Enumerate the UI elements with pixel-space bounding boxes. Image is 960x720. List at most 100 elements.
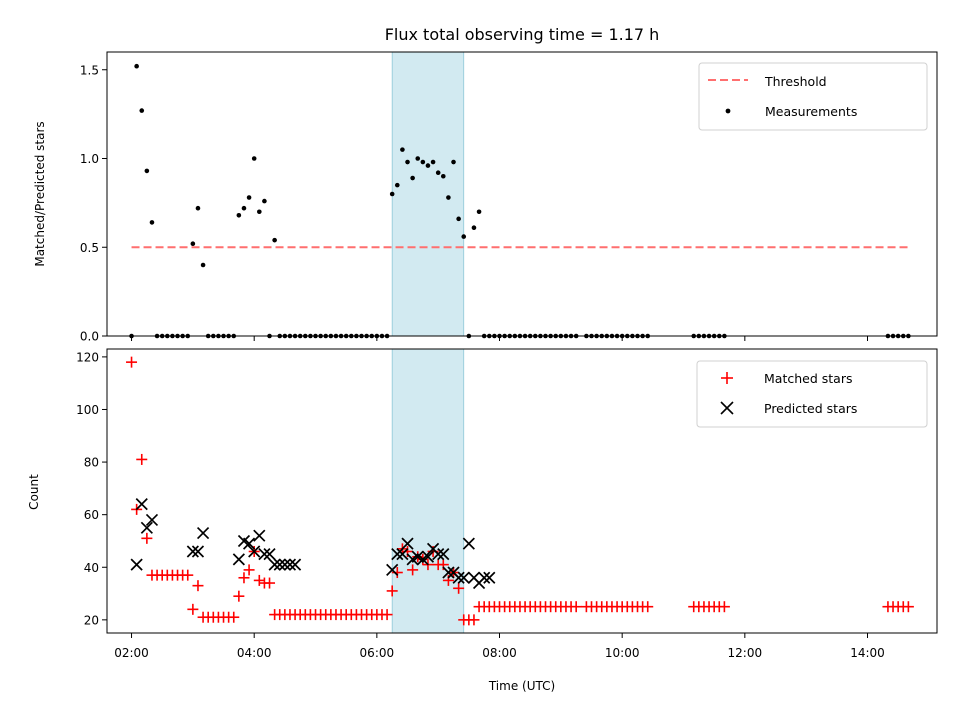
chart-title: Flux total observing time = 1.17 h	[385, 25, 660, 44]
bottom-y-tick-label: 120	[76, 350, 99, 364]
measurement-point	[236, 213, 242, 218]
measurement-point	[405, 159, 410, 165]
matched-star-point	[902, 601, 914, 613]
bottom-x-tick-label: 02:00	[114, 646, 149, 660]
top-y-tick-label: 1.0	[80, 152, 99, 166]
predicted-star-point	[273, 558, 286, 571]
bottom-plot-frame	[106, 348, 938, 634]
matched-star-point	[141, 532, 153, 544]
predicted-star-point	[263, 548, 276, 561]
bottom-highlight-span	[391, 348, 465, 634]
matched-star-point	[126, 356, 138, 368]
measurement-point	[435, 170, 441, 175]
bottom-x-tick-label: 12:00	[728, 646, 763, 660]
measurement-point	[195, 205, 201, 211]
predicted-star-point	[135, 498, 148, 511]
bottom-x-tick-label: 06:00	[360, 646, 395, 660]
legend-measurements-label: Measurements	[765, 104, 857, 119]
legend-predicted-swatch	[720, 401, 734, 415]
bottom-x-tick-label: 14:00	[850, 646, 885, 660]
bottom-y-tick-label: 40	[84, 561, 99, 575]
measurement-point	[190, 241, 196, 246]
matched-star-point	[468, 614, 480, 626]
matched-star-point	[453, 582, 465, 594]
measurement-point	[389, 191, 395, 197]
predicted-star-point	[232, 553, 245, 566]
predicted-star-point	[483, 571, 496, 584]
measurement-point	[461, 234, 467, 239]
predicted-star-point	[278, 558, 291, 571]
measurement-point	[415, 156, 421, 161]
measurement-point	[200, 262, 206, 268]
bottom-y-tick-label: 20	[84, 613, 99, 627]
predicted-star-point	[457, 571, 470, 584]
measurement-point	[134, 63, 139, 69]
predicted-star-point	[242, 537, 256, 550]
matched-star-point	[718, 601, 730, 613]
predicted-star-point	[401, 537, 414, 550]
measurement-point	[241, 205, 247, 211]
matched-star-point	[238, 572, 250, 584]
legend-matched-label: Matched stars	[764, 371, 852, 386]
matched-star-point	[642, 601, 654, 613]
measurement-point	[262, 198, 267, 204]
measurement-point	[456, 216, 461, 222]
top-y-tick-label: 1.5	[80, 63, 99, 77]
measurement-point	[400, 147, 405, 152]
predicted-star-point	[258, 548, 271, 561]
bottom-y-tick-label: 100	[76, 403, 99, 417]
matched-star-point	[264, 577, 276, 589]
matched-star-point	[381, 609, 393, 621]
predicted-star-point	[268, 558, 281, 571]
predicted-star-point	[288, 558, 302, 571]
legend-measurements-swatch	[725, 108, 731, 114]
legend-predicted-label: Predicted stars	[764, 401, 857, 416]
predicted-star-point	[432, 548, 445, 561]
matched-star-point	[192, 580, 204, 592]
matched-star-point	[228, 611, 240, 623]
measurement-point	[476, 209, 482, 215]
predicted-star-point	[130, 558, 143, 571]
matched-star-point	[243, 564, 255, 576]
measurement-point	[394, 182, 400, 188]
predicted-star-point	[462, 537, 475, 550]
matched-star-point	[233, 590, 245, 602]
measurement-point	[246, 195, 252, 200]
top-highlight-span	[391, 51, 465, 337]
predicted-star-point	[186, 545, 199, 558]
measurement-point	[430, 159, 436, 165]
legend-matched-swatch	[721, 372, 733, 384]
matched-star-point	[187, 603, 199, 615]
predicted-star-point	[248, 545, 261, 558]
measurement-point	[139, 108, 145, 113]
measurement-point	[257, 209, 262, 215]
bottom-panel: 20 40 60 80 100 120 02:00 04:00 06:00 08:00 10:00…	[27, 348, 938, 693]
bottom-y-tick-label: 60	[84, 508, 99, 522]
bottom-legend: Matched stars Predicted stars	[696, 360, 928, 428]
bottom-y-tick-label: 80	[84, 456, 99, 470]
measurement-point	[272, 237, 277, 243]
measurement-point	[451, 159, 456, 165]
measurement-point	[425, 163, 431, 168]
top-y-axis-label: Matched/Predicted stars	[33, 121, 47, 266]
bottom-legend-box	[696, 360, 928, 428]
predicted-star-point	[396, 548, 409, 561]
predicted-star-point	[391, 548, 404, 561]
matched-star-point	[253, 574, 265, 586]
predicted-star-point	[196, 526, 210, 540]
measurement-point	[446, 195, 451, 200]
predicted-star-point	[452, 571, 465, 584]
predicted-star-point	[283, 558, 297, 571]
matched-star-point	[182, 569, 194, 581]
measurement-point	[251, 156, 257, 161]
measurement-point	[471, 225, 477, 231]
top-plot-frame	[106, 51, 938, 337]
predicted-star-point	[386, 563, 399, 576]
bottom-x-tick-label: 10:00	[605, 646, 640, 660]
measurement-point	[410, 175, 415, 181]
predicted-star-point	[437, 548, 450, 561]
bottom-x-axis-label: Time (UTC)	[488, 679, 555, 693]
bottom-x-tick-label: 04:00	[237, 646, 272, 660]
predicted-star-point	[421, 550, 435, 563]
